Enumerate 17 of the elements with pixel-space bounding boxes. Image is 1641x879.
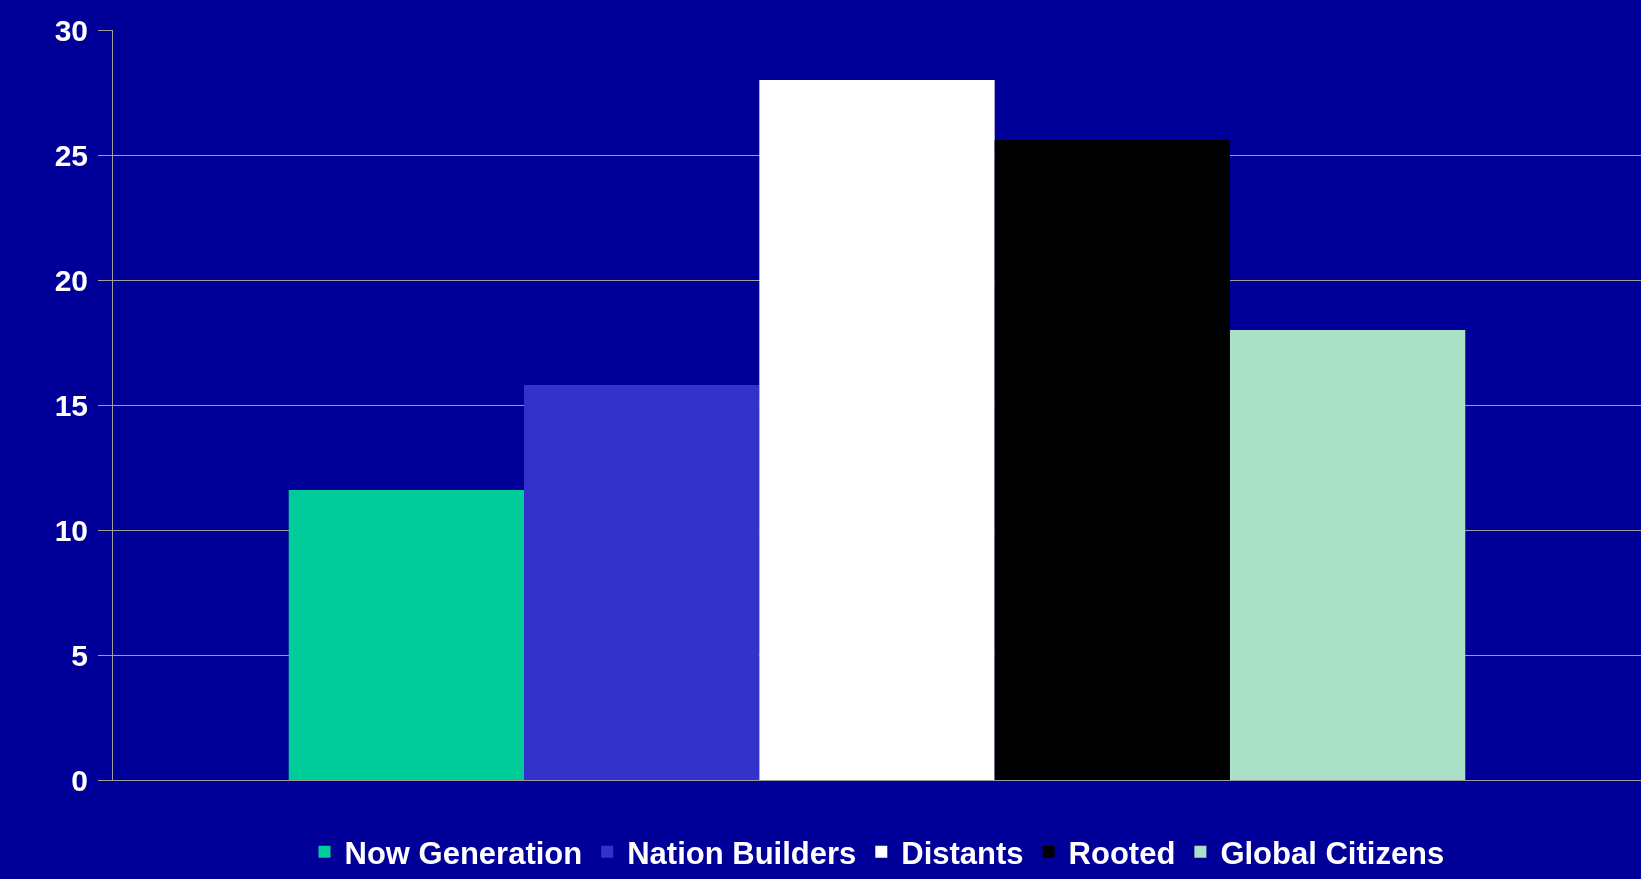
y-tick-label: 20 [54,263,88,297]
legend-label: Rooted [1068,835,1176,871]
y-tick-label: 30 [54,13,88,47]
bar [994,140,1230,780]
bar [524,385,760,780]
bar [759,80,995,780]
bar [288,490,525,780]
legend-label: Distants [901,835,1024,871]
y-tick-label: 5 [71,638,88,672]
legend-label: Now Generation [344,835,583,871]
legend-label: Global Citizens [1220,835,1445,871]
y-tick-label: 15 [54,388,88,422]
y-tick-label: 10 [54,513,88,547]
bar [1229,330,1466,780]
legend-label: Nation Builders [627,835,857,871]
y-tick-label: 0 [71,763,88,797]
y-tick-label: 25 [54,138,88,172]
